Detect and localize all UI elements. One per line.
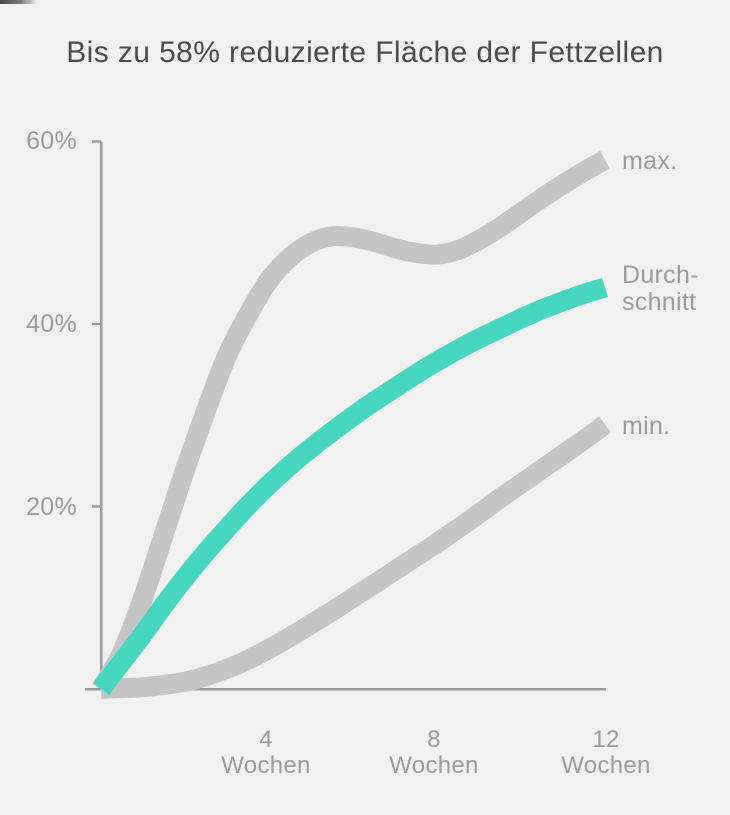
chart-title: Bis zu 58% reduzierte Fläche der Fettzel…: [66, 36, 664, 69]
x-axis-label-8-wochen: 8 Wochen: [364, 727, 504, 779]
series-label-durchschnitt: Durch- schnitt: [622, 262, 699, 316]
series-label-min: min.: [622, 412, 671, 440]
y-axis-label-60: 60%: [26, 127, 77, 155]
x-axis-label-value: 8: [427, 726, 441, 753]
series-line-durchschnitt: [93, 277, 608, 696]
y-axis-label-40: 40%: [26, 310, 77, 338]
x-axis-label-value: 4: [259, 726, 273, 753]
x-axis-label-unit: Wochen: [389, 752, 479, 779]
top-edge-artifact: [0, 0, 38, 4]
x-axis-label-value: 12: [592, 726, 620, 753]
x-axis-label-12-wochen: 12 Wochen: [536, 727, 676, 779]
x-axis-label-4-wochen: 4 Wochen: [196, 727, 336, 779]
x-axis-label-unit: Wochen: [561, 752, 651, 779]
series-line-max: [92, 151, 610, 695]
series-label-durchschnitt-line2: schnitt: [622, 288, 697, 316]
series-line-min: [100, 416, 611, 699]
series-label-durchschnitt-line1: Durch-: [622, 261, 699, 289]
y-axis-label-20: 20%: [26, 493, 77, 521]
series-label-max: max.: [622, 147, 678, 175]
x-axis-label-unit: Wochen: [221, 752, 311, 779]
